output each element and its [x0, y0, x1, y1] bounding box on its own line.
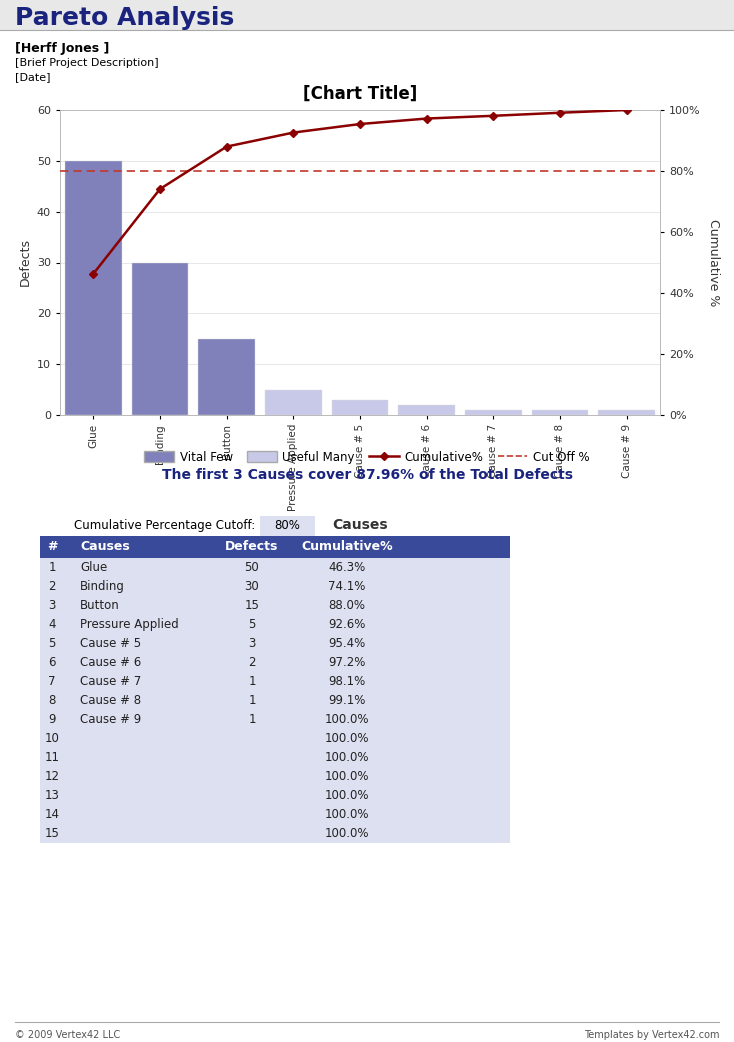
Text: Defects: Defects [225, 541, 279, 553]
Text: [Herff Jones ]: [Herff Jones ] [15, 42, 109, 55]
Text: 100.0%: 100.0% [324, 789, 369, 802]
Text: 13: 13 [45, 789, 59, 802]
Text: 8: 8 [48, 694, 56, 708]
Text: 98.1%: 98.1% [328, 675, 366, 688]
Bar [332, 400, 388, 415]
Text: 12: 12 [45, 770, 59, 783]
Text: 88.0%: 88.0% [329, 599, 366, 612]
Text: 100.0%: 100.0% [324, 731, 369, 745]
Text: Cause # 6: Cause # 6 [80, 656, 141, 669]
Text: 3: 3 [248, 637, 255, 650]
Text: 4: 4 [48, 618, 56, 631]
Text: 2: 2 [248, 656, 255, 669]
Text: 100.0%: 100.0% [324, 713, 369, 726]
Text: Cause # 9: Cause # 9 [80, 713, 141, 726]
Text: The first 3 Causes cover 87.96% of the Total Defects: The first 3 Causes cover 87.96% of the T… [161, 468, 573, 482]
Text: 9: 9 [48, 713, 56, 726]
Text: 5: 5 [48, 637, 56, 650]
Text: 1: 1 [248, 675, 255, 688]
Text: 100.0%: 100.0% [324, 770, 369, 783]
Text: 92.6%: 92.6% [328, 618, 366, 631]
Bar [65, 160, 122, 415]
X-axis label: Causes: Causes [333, 518, 388, 532]
Bar [531, 410, 589, 415]
Text: Binding: Binding [80, 580, 125, 593]
Text: Cumulative%: Cumulative% [301, 541, 393, 553]
Text: 7: 7 [48, 675, 56, 688]
Bar [265, 390, 321, 415]
Text: Glue: Glue [80, 561, 107, 574]
Text: 11: 11 [45, 751, 59, 764]
Bar [465, 410, 522, 415]
Text: 10: 10 [45, 731, 59, 745]
Text: 50: 50 [244, 561, 259, 574]
Text: Pressure Applied: Pressure Applied [80, 618, 179, 631]
Text: Cumulative Percentage Cutoff:: Cumulative Percentage Cutoff: [73, 519, 255, 532]
Text: 74.1%: 74.1% [328, 580, 366, 593]
Text: 30: 30 [244, 580, 259, 593]
Text: 15: 15 [244, 599, 259, 612]
Text: Cause # 7: Cause # 7 [80, 675, 141, 688]
Text: 100.0%: 100.0% [324, 808, 369, 821]
Text: 1: 1 [248, 713, 255, 726]
Text: [Brief Project Description]: [Brief Project Description] [15, 58, 159, 68]
Text: Cause # 5: Cause # 5 [80, 637, 141, 650]
Text: 46.3%: 46.3% [328, 561, 366, 574]
Text: 14: 14 [45, 808, 59, 821]
Text: 100.0%: 100.0% [324, 827, 369, 840]
Text: 1: 1 [248, 694, 255, 708]
Text: 3: 3 [48, 599, 56, 612]
Text: Button: Button [80, 599, 120, 612]
Text: Templates by Vertex42.com: Templates by Vertex42.com [584, 1029, 719, 1040]
Text: 6: 6 [48, 656, 56, 669]
Y-axis label: Cumulative %: Cumulative % [707, 219, 720, 306]
Text: #: # [47, 541, 57, 553]
Bar [598, 410, 655, 415]
Bar [131, 263, 189, 415]
Legend: Vital Few, Useful Many, Cumulative%, Cut Off %: Vital Few, Useful Many, Cumulative%, Cut… [139, 446, 595, 468]
Bar [399, 405, 455, 415]
Text: 15: 15 [45, 827, 59, 840]
Text: 1: 1 [48, 561, 56, 574]
Text: Pareto Analysis: Pareto Analysis [15, 6, 234, 30]
Text: Causes: Causes [80, 541, 130, 553]
Text: 95.4%: 95.4% [328, 637, 366, 650]
Text: 80%: 80% [275, 519, 300, 532]
Text: 100.0%: 100.0% [324, 751, 369, 764]
Text: Cause # 8: Cause # 8 [80, 694, 141, 708]
Text: 5: 5 [248, 618, 255, 631]
Text: [Date]: [Date] [15, 72, 50, 82]
Bar [198, 339, 255, 415]
Text: © 2009 Vertex42 LLC: © 2009 Vertex42 LLC [15, 1029, 120, 1040]
Text: 97.2%: 97.2% [328, 656, 366, 669]
Text: 2: 2 [48, 580, 56, 593]
Y-axis label: Defects: Defects [18, 239, 32, 287]
Text: 99.1%: 99.1% [328, 694, 366, 708]
Title: [Chart Title]: [Chart Title] [303, 84, 417, 103]
